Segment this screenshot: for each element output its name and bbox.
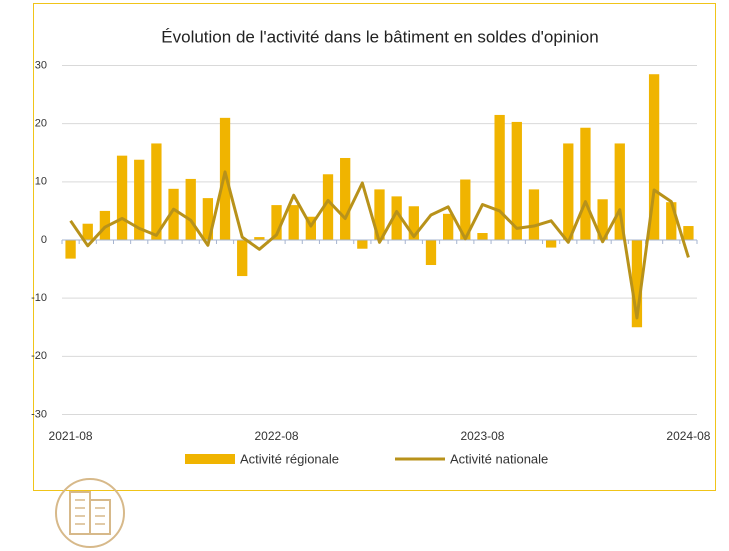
bar [65, 240, 76, 259]
bar [151, 143, 162, 240]
bar [511, 121, 522, 240]
bar [254, 237, 265, 240]
bar [288, 205, 299, 240]
bar [683, 226, 694, 240]
bar [99, 210, 111, 240]
bar [563, 143, 574, 240]
y-tick-label: 10 [35, 176, 47, 188]
bar [391, 196, 402, 240]
bar [322, 174, 334, 240]
bar [357, 240, 368, 249]
x-tick-label: 2021-08 [49, 429, 93, 443]
x-tick-label: 2022-08 [255, 429, 299, 443]
bar [666, 202, 677, 240]
chart-frame [33, 3, 716, 491]
line [69, 170, 690, 320]
bar [219, 117, 231, 240]
x-tick-label: 2024-08 [666, 429, 710, 443]
bar [202, 198, 214, 240]
legend-swatch [185, 454, 235, 464]
bar [545, 240, 557, 248]
bar [185, 178, 196, 240]
bar [443, 213, 454, 240]
bar [408, 206, 419, 240]
legend-label: Activité régionale [240, 451, 339, 466]
chart-title: Évolution de l'activité dans le bâtiment… [161, 27, 598, 46]
bar [82, 223, 93, 240]
bar [425, 240, 437, 266]
bar [580, 127, 591, 240]
bar [614, 143, 625, 240]
y-tick-label: 0 [41, 234, 47, 246]
y-tick-label: -10 [31, 292, 47, 304]
bar [340, 157, 351, 240]
bar [116, 155, 128, 240]
bar [271, 205, 282, 240]
x-tick-label: 2023-08 [460, 429, 504, 443]
bar [134, 159, 145, 240]
y-tick-label: 30 [35, 59, 47, 71]
bar [648, 74, 660, 240]
y-tick-label: 20 [35, 118, 47, 130]
y-tick-label: -20 [31, 350, 47, 362]
bar [460, 179, 471, 240]
bar [494, 114, 505, 240]
bar [305, 216, 316, 240]
building-icon [55, 478, 125, 548]
bar [528, 189, 540, 240]
bar [597, 199, 608, 240]
bar [631, 240, 643, 328]
bar [477, 233, 488, 240]
bar [374, 189, 385, 240]
y-tick-label: -30 [31, 408, 47, 420]
legend-label: Activité nationale [450, 451, 548, 466]
bar [168, 188, 179, 240]
bar [237, 240, 248, 277]
